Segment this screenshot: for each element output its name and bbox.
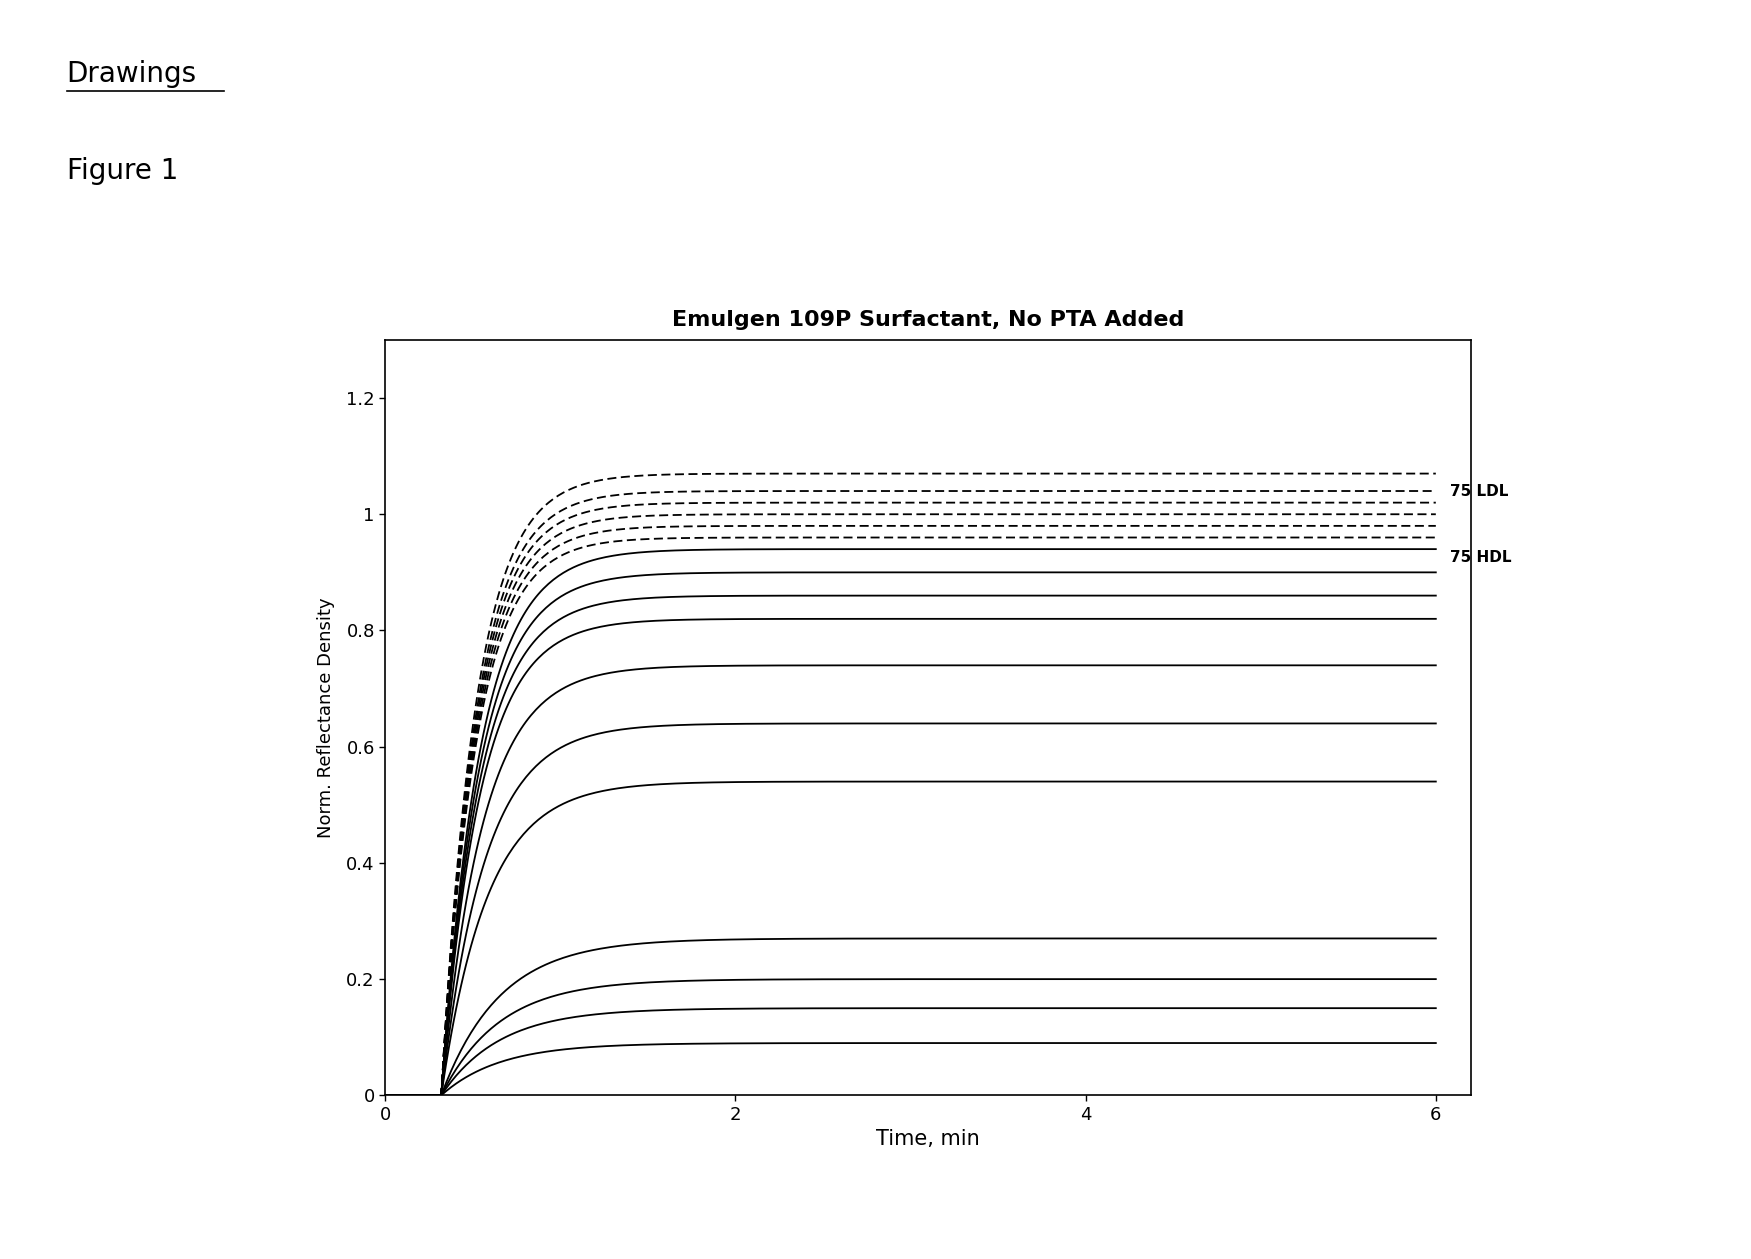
Text: Figure 1: Figure 1 xyxy=(67,157,179,185)
Text: 75 HDL: 75 HDL xyxy=(1450,550,1511,565)
Text: Drawings: Drawings xyxy=(67,60,196,88)
Y-axis label: Norm. Reflectance Density: Norm. Reflectance Density xyxy=(317,597,334,838)
Text: 75 LDL: 75 LDL xyxy=(1450,483,1508,499)
X-axis label: Time, min: Time, min xyxy=(876,1129,981,1149)
Title: Emulgen 109P Surfactant, No PTA Added: Emulgen 109P Surfactant, No PTA Added xyxy=(672,310,1184,330)
